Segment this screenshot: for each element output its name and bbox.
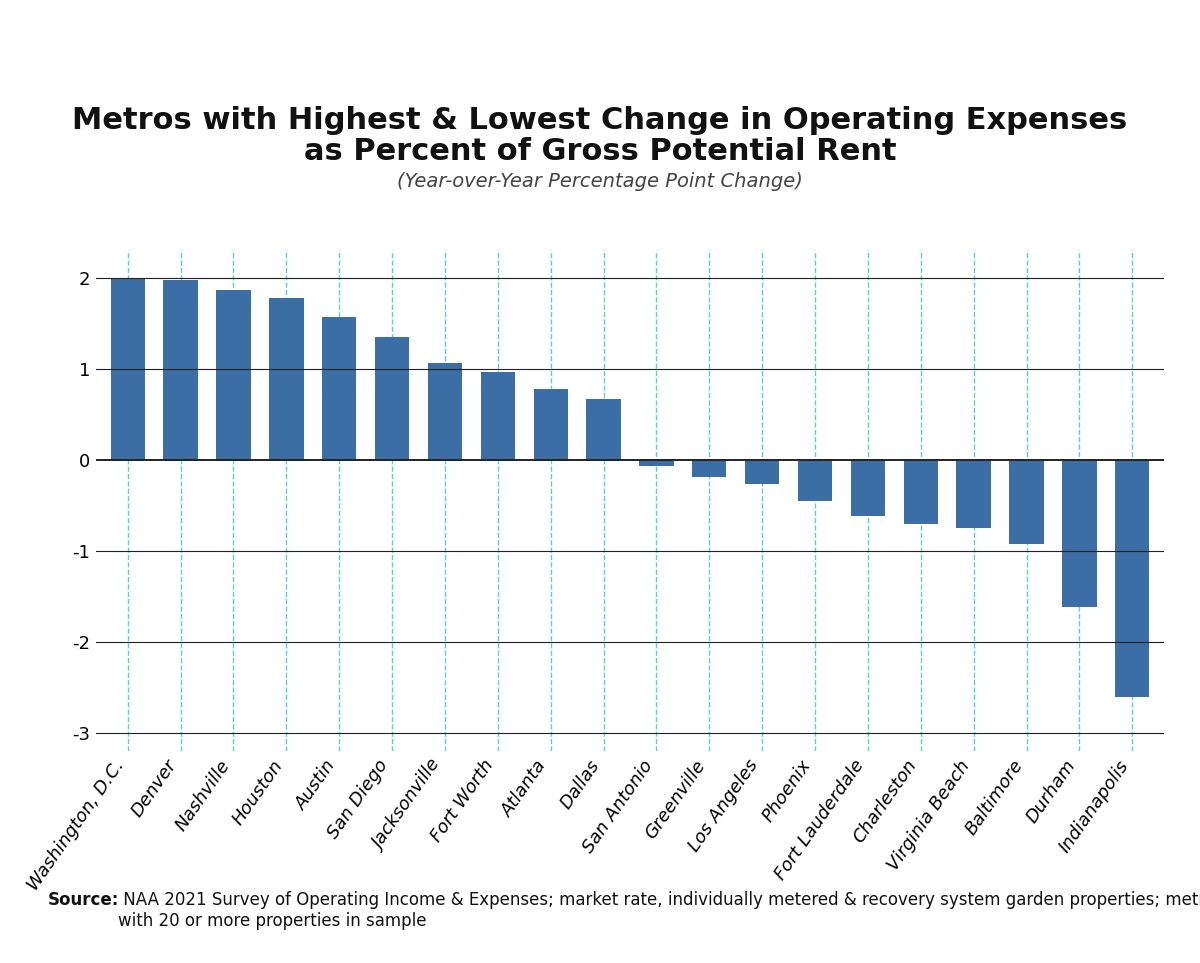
- Bar: [851, 459, 886, 516]
- Bar: [481, 373, 515, 459]
- Bar: [798, 459, 833, 501]
- Bar: [904, 459, 938, 524]
- Text: Source:: Source:: [48, 891, 119, 909]
- Bar: [163, 279, 198, 459]
- Bar: [374, 337, 409, 459]
- Bar: [269, 298, 304, 459]
- Bar: [745, 459, 779, 484]
- Bar: [692, 459, 726, 477]
- Bar: [322, 317, 356, 459]
- Bar: [1115, 459, 1150, 696]
- Bar: [956, 459, 991, 528]
- Bar: [587, 399, 620, 459]
- Bar: [1062, 459, 1097, 608]
- Bar: [110, 277, 145, 459]
- Text: NAA 2021 Survey of Operating Income & Expenses; market rate, individually metere: NAA 2021 Survey of Operating Income & Ex…: [118, 891, 1200, 929]
- Text: as Percent of Gross Potential Rent: as Percent of Gross Potential Rent: [304, 137, 896, 166]
- Bar: [534, 389, 568, 459]
- Bar: [216, 290, 251, 459]
- Text: (Year-over-Year Percentage Point Change): (Year-over-Year Percentage Point Change): [397, 171, 803, 191]
- Bar: [1009, 459, 1044, 543]
- Bar: [427, 363, 462, 459]
- Text: Metros with Highest & Lowest Change in Operating Expenses: Metros with Highest & Lowest Change in O…: [72, 106, 1128, 135]
- Bar: [640, 459, 673, 466]
